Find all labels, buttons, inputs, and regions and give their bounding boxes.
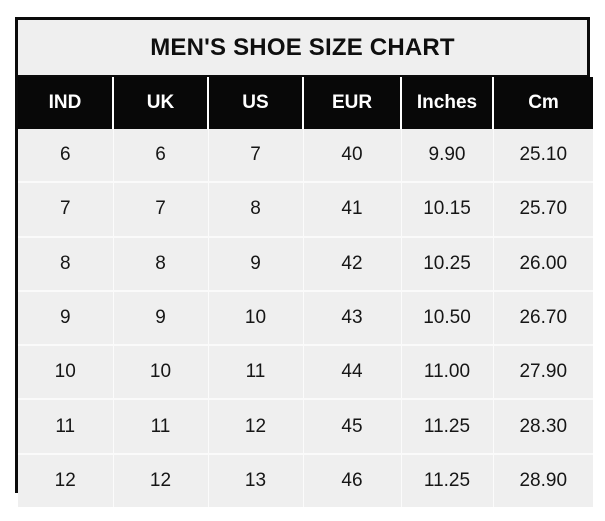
cell-uk: 9 bbox=[113, 290, 209, 347]
column-header-uk: UK bbox=[113, 77, 209, 129]
chart-title-band: MEN'S SHOE SIZE CHART bbox=[18, 20, 587, 77]
cell-ind: 8 bbox=[18, 236, 114, 292]
cell-us: 13 bbox=[208, 453, 304, 508]
cell-eur: 40 bbox=[303, 129, 402, 184]
table-row: 12 12 13 46 11.25 28.90 bbox=[18, 453, 593, 508]
cell-cm: 25.70 bbox=[493, 182, 593, 238]
cell-cm: 27.90 bbox=[493, 345, 593, 401]
cell-ind: 9 bbox=[18, 290, 114, 347]
cell-uk: 12 bbox=[113, 453, 209, 508]
cell-eur: 44 bbox=[303, 345, 402, 401]
cell-inches: 10.25 bbox=[401, 236, 494, 292]
cell-uk: 11 bbox=[113, 399, 209, 455]
cell-cm: 25.10 bbox=[493, 129, 593, 184]
cell-ind: 6 bbox=[18, 129, 114, 184]
cell-ind: 7 bbox=[18, 182, 114, 238]
table-row: 7 7 8 41 10.15 25.70 bbox=[18, 182, 593, 238]
column-header-us: US bbox=[208, 77, 304, 129]
cell-uk: 10 bbox=[113, 345, 209, 401]
cell-ind: 11 bbox=[18, 399, 114, 455]
cell-cm: 28.30 bbox=[493, 399, 593, 455]
table-header-row: IND UK US EUR Inches Cm bbox=[18, 77, 593, 129]
table-row: 11 11 12 45 11.25 28.30 bbox=[18, 399, 593, 455]
cell-inches: 10.50 bbox=[401, 290, 494, 347]
column-header-ind: IND bbox=[18, 77, 114, 129]
cell-us: 11 bbox=[208, 345, 304, 401]
table-row: 8 8 9 42 10.25 26.00 bbox=[18, 236, 593, 292]
cell-inches: 11.00 bbox=[401, 345, 494, 401]
column-header-inches: Inches bbox=[401, 77, 494, 129]
table-row: 10 10 11 44 11.00 27.90 bbox=[18, 345, 593, 401]
cell-inches: 11.25 bbox=[401, 399, 494, 455]
page-title: MEN'S SHOE SIZE CHART bbox=[150, 33, 455, 61]
cell-cm: 26.70 bbox=[493, 290, 593, 347]
cell-ind: 12 bbox=[18, 453, 114, 508]
column-header-cm: Cm bbox=[493, 77, 593, 129]
cell-inches: 11.25 bbox=[401, 453, 494, 508]
cell-eur: 41 bbox=[303, 182, 402, 238]
cell-uk: 8 bbox=[113, 236, 209, 292]
table-body: 6 6 7 40 9.90 25.10 7 7 8 41 10.15 25.70… bbox=[18, 129, 593, 508]
size-chart-container: MEN'S SHOE SIZE CHART IND UK US EUR Inch… bbox=[15, 17, 593, 508]
cell-us: 10 bbox=[208, 290, 304, 347]
cell-us: 8 bbox=[208, 182, 304, 238]
cell-eur: 45 bbox=[303, 399, 402, 455]
cell-uk: 6 bbox=[113, 129, 209, 184]
cell-eur: 43 bbox=[303, 290, 402, 347]
table-row: 9 9 10 43 10.50 26.70 bbox=[18, 290, 593, 347]
cell-uk: 7 bbox=[113, 182, 209, 238]
cell-us: 7 bbox=[208, 129, 304, 184]
cell-us: 12 bbox=[208, 399, 304, 455]
cell-ind: 10 bbox=[18, 345, 114, 401]
cell-inches: 10.15 bbox=[401, 182, 494, 238]
column-header-eur: EUR bbox=[303, 77, 402, 129]
table-row: 6 6 7 40 9.90 25.10 bbox=[18, 129, 593, 184]
cell-us: 9 bbox=[208, 236, 304, 292]
table-header: IND UK US EUR Inches Cm bbox=[18, 77, 593, 129]
cell-eur: 42 bbox=[303, 236, 402, 292]
cell-cm: 28.90 bbox=[493, 453, 593, 508]
cell-eur: 46 bbox=[303, 453, 402, 508]
cell-inches: 9.90 bbox=[401, 129, 494, 184]
cell-cm: 26.00 bbox=[493, 236, 593, 292]
shoe-size-table: IND UK US EUR Inches Cm 6 6 7 40 9.90 25… bbox=[18, 77, 593, 508]
